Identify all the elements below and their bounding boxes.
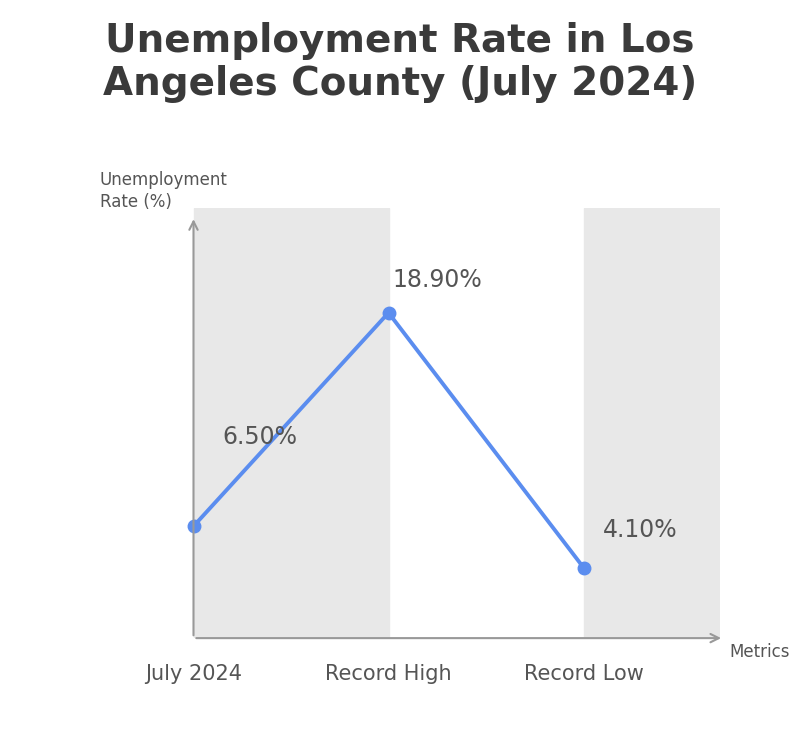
Text: Record High: Record High (325, 664, 452, 684)
Bar (583, 208, 720, 638)
Text: 4.10%: 4.10% (603, 518, 678, 542)
Text: Unemployment Rate in Los
Angeles County (July 2024): Unemployment Rate in Los Angeles County … (103, 22, 697, 102)
Text: July 2024: July 2024 (145, 664, 242, 684)
Text: 6.50%: 6.50% (222, 424, 298, 449)
Text: Record Low: Record Low (523, 664, 643, 684)
Text: 18.90%: 18.90% (392, 268, 482, 292)
Text: Metrics: Metrics (730, 643, 790, 661)
Text: Unemployment
Rate (%): Unemployment Rate (%) (100, 171, 228, 211)
Bar (194, 208, 389, 638)
